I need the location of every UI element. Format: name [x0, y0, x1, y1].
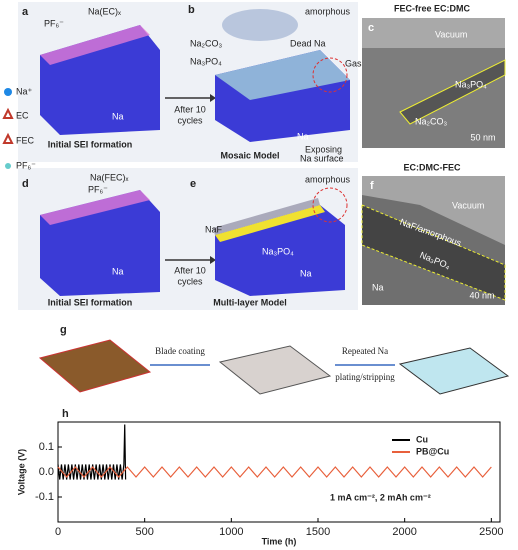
panel-label: h [62, 408, 69, 420]
scale-bar: 50 nm [470, 132, 495, 142]
x-tick-label: 500 [135, 526, 153, 538]
sei-layer [40, 25, 150, 65]
naf-layer [213, 198, 320, 235]
panel-label: d [22, 178, 29, 190]
icon [5, 163, 11, 169]
legend-text: Na⁺ [16, 86, 33, 96]
x-tick-label: 2500 [479, 526, 503, 538]
label: Na₂CO₃ [415, 116, 447, 126]
label: NaF [205, 224, 223, 234]
label: Na [112, 266, 124, 276]
na3po4-layer [215, 205, 325, 242]
x-tick-label: 1500 [306, 526, 330, 538]
arrow-text: After 10 [174, 104, 206, 114]
panel-label: c [368, 22, 374, 34]
legend-text: EC [16, 110, 29, 120]
panel-label: b [188, 4, 195, 16]
x-tick-label: 0 [55, 526, 61, 538]
arrow [210, 94, 216, 102]
caption: Mosaic Model [220, 150, 279, 160]
label: Na₃PO₄ [455, 79, 487, 89]
label: Na₂CO₃ [190, 38, 222, 48]
chart: h 0 500 1000 1500 2000 2500 -0.1 0.0 0.1 Time (h) V… [16, 408, 503, 546]
icon [2, 132, 14, 144]
y-axis-label: Voltage (V) [16, 449, 26, 495]
panel-header: EC:DMC-FEC [404, 162, 461, 172]
label: Na(EC)ₓ [88, 6, 121, 16]
arrow [210, 256, 216, 264]
panel-header: FEC-free EC:DMC [394, 3, 471, 13]
step-text: Blade coating [155, 346, 205, 356]
y-tick-label: 0.1 [39, 441, 54, 453]
arrow-text: After 10 [174, 265, 206, 275]
legend-label: PB@Cu [416, 446, 449, 456]
y-tick-label: 0.0 [39, 466, 54, 478]
label: Na [372, 282, 384, 292]
y-tick-label: -0.1 [35, 491, 54, 503]
scale-bar: 40 nm [469, 290, 494, 300]
annotation: 1 mA cm⁻², 2 mAh cm⁻² [330, 492, 431, 502]
label: PF₆⁻ [44, 18, 64, 28]
caption: Initial SEI formation [48, 139, 133, 149]
caption: Multi-layer Model [213, 297, 287, 307]
panel-label: e [190, 178, 196, 190]
panel-label: g [60, 324, 67, 336]
label: PF₆⁻ [88, 184, 108, 194]
highlight [312, 57, 348, 93]
label: amorphous [305, 174, 351, 184]
panel-label: a [22, 6, 29, 18]
x-tick-label: 1000 [219, 526, 243, 538]
label: amorphous [305, 6, 351, 16]
label: Gas [345, 58, 362, 68]
sei-layer [215, 50, 350, 100]
sei-fragment [222, 9, 298, 41]
label: Vacuum [435, 29, 467, 39]
series-line [57, 466, 492, 478]
crystal [361, 204, 506, 301]
step-text: Repeated Na [342, 346, 388, 356]
x-axis-label: Time (h) [262, 536, 297, 546]
label: Na [300, 268, 312, 278]
tem-image [362, 18, 505, 48]
arrow-text: cycles [177, 115, 203, 125]
label: Na [297, 131, 309, 141]
tem-image [362, 176, 505, 245]
highlight [312, 187, 348, 223]
plate [38, 339, 152, 393]
label: Exposing [305, 144, 342, 154]
panel-label: f [370, 180, 374, 192]
label: Na₃PO₄ [190, 56, 222, 66]
icon [4, 88, 12, 96]
legend-text: FEC [16, 135, 35, 145]
x-tick-label: 2000 [392, 526, 416, 538]
legend-label: Cu [416, 434, 428, 444]
label: Na surface [300, 153, 344, 163]
label: Na [112, 111, 124, 121]
series-line [57, 424, 127, 480]
caption: Initial SEI formation [48, 297, 133, 307]
plate [398, 347, 510, 395]
label: Dead Na [290, 38, 326, 48]
crystal [399, 59, 506, 125]
legend-text: PF₆⁻ [16, 160, 36, 170]
label: Na₃PO₄ [262, 246, 294, 256]
step-text: plating/stripping [335, 372, 395, 382]
plate [218, 345, 332, 395]
sei-layer [40, 190, 150, 225]
arrow-text: cycles [177, 276, 203, 286]
label: Vacuum [452, 200, 484, 210]
icon [2, 107, 14, 119]
label: Na(FEC)ₓ [90, 172, 128, 182]
